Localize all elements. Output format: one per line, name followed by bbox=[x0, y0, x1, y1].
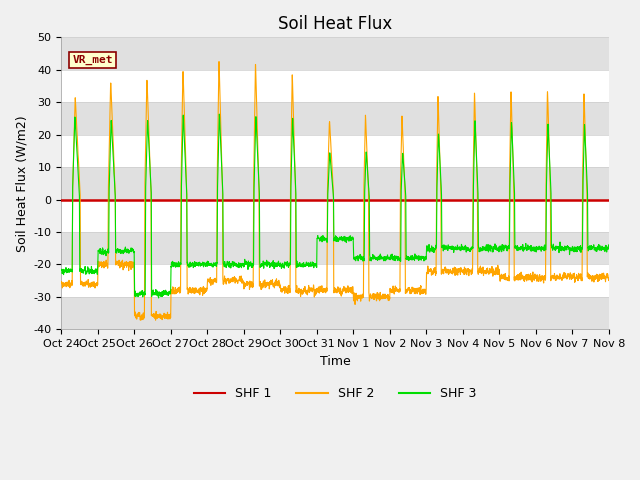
Bar bbox=[61, 200, 609, 232]
Text: VR_met: VR_met bbox=[72, 55, 113, 65]
SHF 3 bbox=[216, 111, 223, 117]
SHF 2 bbox=[136, 317, 144, 323]
SHF 3 bbox=[155, 295, 163, 301]
SHF 2 bbox=[458, 268, 466, 274]
Y-axis label: Soil Heat Flux (W/m2): Soil Heat Flux (W/m2) bbox=[15, 115, 28, 252]
SHF 2 bbox=[428, 272, 435, 278]
Bar bbox=[61, 167, 609, 200]
SHF 1 bbox=[58, 197, 65, 203]
Bar bbox=[61, 264, 609, 297]
SHF 3 bbox=[489, 249, 497, 255]
SHF 2 bbox=[489, 272, 497, 277]
Bar bbox=[61, 37, 609, 70]
SHF 2 bbox=[604, 275, 612, 281]
SHF 3 bbox=[604, 244, 612, 250]
Title: Soil Heat Flux: Soil Heat Flux bbox=[278, 15, 392, 33]
Legend: SHF 1, SHF 2, SHF 3: SHF 1, SHF 2, SHF 3 bbox=[189, 382, 481, 405]
Bar bbox=[61, 135, 609, 167]
SHF 3 bbox=[156, 291, 164, 297]
Bar bbox=[61, 70, 609, 102]
SHF 3 bbox=[315, 236, 323, 241]
SHF 3 bbox=[428, 243, 435, 249]
Bar bbox=[61, 297, 609, 329]
SHF 1 bbox=[94, 197, 102, 203]
SHF 2 bbox=[156, 311, 164, 317]
Line: SHF 2: SHF 2 bbox=[61, 61, 609, 320]
SHF 3 bbox=[58, 267, 65, 273]
SHF 2 bbox=[605, 277, 612, 283]
Bar bbox=[61, 232, 609, 264]
SHF 3 bbox=[605, 242, 612, 248]
SHF 3 bbox=[458, 247, 466, 252]
SHF 2 bbox=[315, 289, 323, 295]
SHF 2 bbox=[215, 59, 223, 64]
Line: SHF 3: SHF 3 bbox=[61, 114, 609, 298]
SHF 2 bbox=[58, 279, 65, 285]
Bar bbox=[61, 102, 609, 135]
X-axis label: Time: Time bbox=[320, 355, 351, 368]
